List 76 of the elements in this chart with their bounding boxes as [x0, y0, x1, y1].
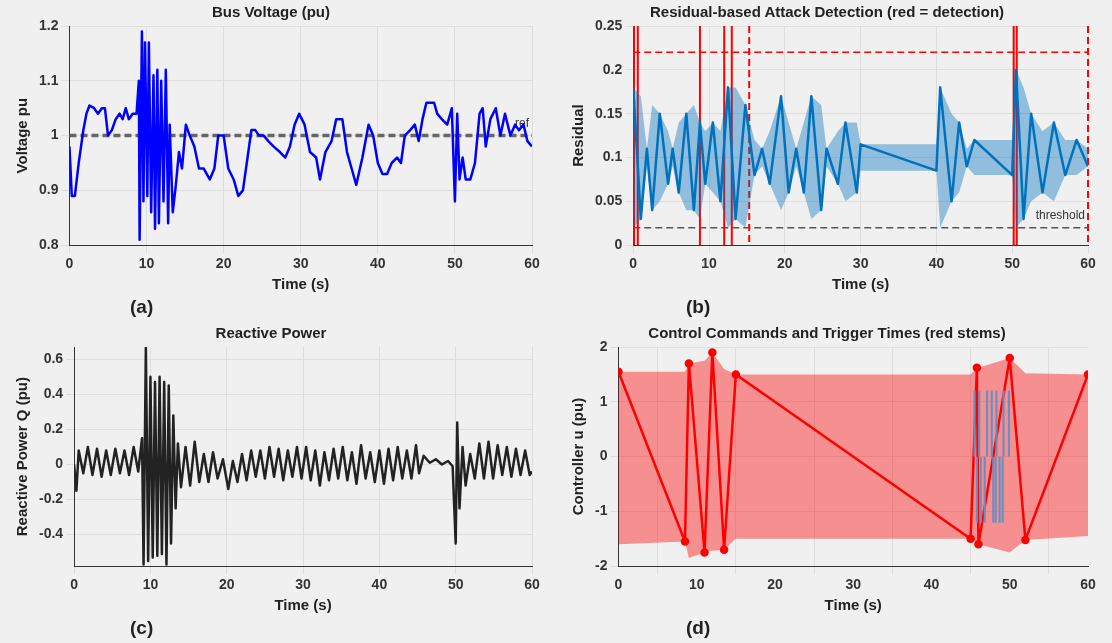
y-tick-label: 0.8: [38, 236, 59, 253]
point: [684, 359, 694, 368]
x-tick-label: 10: [701, 255, 718, 272]
y-axis-title: Residual: [569, 104, 587, 167]
chart-title: Reactive Power: [215, 324, 327, 342]
x-tick-label: 50: [1004, 255, 1021, 272]
x-tick-label: 40: [923, 576, 940, 593]
x-tick-label: 30: [292, 255, 309, 272]
y-tick-label: 0.05: [595, 192, 623, 209]
point: [680, 537, 690, 546]
y-tick-label: 1: [50, 126, 59, 143]
y-axis-title: Reactive Power Q (pu): [13, 376, 31, 537]
y-tick-label: 1.2: [38, 16, 59, 33]
y-tick-label: 2: [599, 337, 608, 354]
x-tick-label: 60: [524, 576, 540, 593]
y-tick-label: 1.1: [38, 71, 59, 88]
y-tick-label: 1: [599, 392, 608, 409]
x-tick-label: 30: [295, 576, 312, 593]
x-tick-label: 60: [1080, 576, 1096, 593]
x-tick-label: 50: [447, 576, 464, 593]
x-tick-label: 0: [629, 255, 638, 272]
x-tick-label: 60: [1080, 255, 1096, 272]
y-tick-label: 0.2: [602, 60, 623, 77]
x-tick-label: 40: [928, 255, 945, 272]
x-tick-label: 10: [142, 576, 159, 593]
y-tick-label: -0.2: [39, 490, 64, 507]
x-tick-label: 20: [767, 576, 783, 593]
y-tick-label: -0.4: [39, 525, 64, 542]
x-axis-title: Time (s): [274, 596, 332, 614]
point: [708, 348, 717, 357]
point: [972, 363, 982, 373]
x-tick-label: 10: [688, 576, 705, 593]
y-tick-label: 0.9: [38, 181, 59, 198]
y-tick-label: 0.6: [43, 350, 64, 367]
point: [731, 370, 741, 379]
y-tick-label: -1: [595, 502, 608, 519]
x-tick-label: 30: [852, 255, 869, 272]
x-tick-label: 50: [447, 255, 463, 272]
y-axis-title: Voltage pu: [13, 97, 31, 174]
y-tick-label: 0.4: [43, 385, 64, 402]
text: (d): [686, 617, 711, 639]
y-tick-label: 0.15: [595, 104, 623, 121]
ref-line-label: threshold: [1035, 207, 1085, 222]
x-axis-title: Time (s): [832, 275, 890, 293]
y-tick-label: 0.1: [602, 148, 623, 165]
point: [974, 540, 983, 549]
point: [1021, 535, 1030, 545]
x-tick-label: 60: [524, 255, 540, 272]
y-tick-label: 0: [55, 455, 64, 472]
point: [966, 534, 975, 544]
text: (c): [130, 617, 154, 639]
x-axis-title: Time (s): [272, 275, 330, 293]
y-tick-label: 0.25: [595, 16, 623, 33]
chart-title: Control Commands and Trigger Times (red stems): [648, 324, 1006, 342]
y-tick-label: 0.2: [43, 420, 64, 437]
point: [1005, 353, 1014, 363]
x-tick-label: 20: [215, 255, 232, 272]
x-tick-label: 20: [218, 576, 235, 593]
x-tick-label: 50: [1001, 576, 1018, 593]
x-tick-label: 30: [845, 576, 862, 593]
text: (a): [130, 296, 154, 318]
x-tick-label: 20: [777, 255, 793, 272]
point: [700, 548, 709, 557]
x-tick-label: 10: [138, 255, 155, 272]
y-tick-label: 0: [614, 236, 623, 253]
y-tick-label: -2: [595, 557, 608, 574]
x-axis-title: Time (s): [824, 596, 882, 614]
point: [719, 545, 729, 555]
text: (b): [686, 296, 711, 318]
x-tick-label: 0: [70, 576, 79, 593]
x-tick-label: 40: [370, 255, 386, 272]
y-axis-title: Controller u (pu): [569, 397, 587, 516]
y-tick-label: 0: [599, 447, 608, 464]
x-tick-label: 40: [371, 576, 388, 593]
chart-title: Bus Voltage (pu): [211, 3, 331, 21]
chart-title: Residual-based Attack Detection (red = detection): [649, 3, 1005, 21]
